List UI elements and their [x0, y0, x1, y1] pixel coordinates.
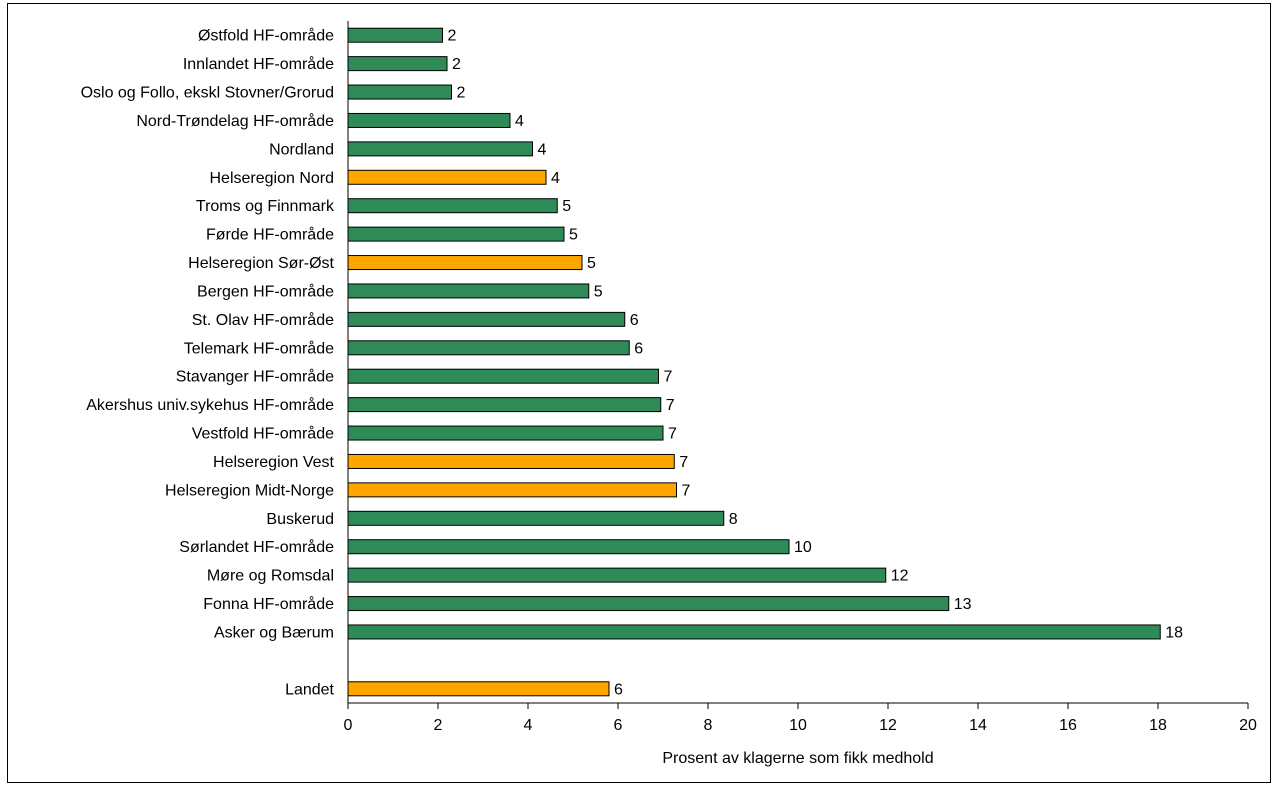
data-label: 5	[594, 283, 603, 300]
bar	[347, 453, 675, 469]
data-label: 18	[1165, 624, 1183, 641]
bar	[347, 56, 448, 72]
data-label: 4	[538, 141, 547, 158]
data-label: 2	[452, 56, 461, 73]
data-label: 7	[666, 397, 675, 414]
x-tick-label: 14	[969, 717, 987, 734]
category-label: Vestfold HF-område	[192, 425, 334, 443]
x-tick-label: 2	[434, 717, 443, 734]
bar	[347, 141, 533, 157]
category-label: Bergen HF-område	[197, 282, 334, 300]
data-label: 6	[614, 681, 623, 698]
category-label: Østfold HF-område	[198, 27, 334, 45]
category-label: Nord-Trøndelag HF-område	[136, 112, 334, 130]
data-label: 4	[515, 113, 524, 130]
x-axis-title: Prosent av klagerne som fikk medhold	[662, 750, 933, 767]
category-label: Stavanger HF-område	[176, 368, 334, 386]
data-label: 7	[679, 454, 688, 471]
category-label: Asker og Bærum	[214, 624, 334, 641]
bar	[347, 84, 452, 100]
bar	[347, 340, 630, 356]
bar	[347, 596, 950, 612]
bar	[347, 425, 664, 441]
bar	[347, 311, 626, 327]
data-label: 12	[891, 568, 909, 585]
category-label: Landet	[285, 681, 334, 698]
x-tick-label: 12	[879, 717, 897, 734]
x-tick-label: 0	[344, 717, 353, 734]
data-label: 5	[587, 255, 596, 272]
data-label: 13	[954, 596, 972, 613]
data-label: 5	[569, 227, 578, 244]
data-label: 5	[562, 198, 571, 215]
chart-frame: Østfold HF-område Innlandet HF-område Oslo…	[7, 3, 1271, 783]
bar	[347, 539, 790, 555]
x-tick-label: 6	[614, 717, 623, 734]
bar-chart: Østfold HF-område Innlandet HF-område Oslo…	[81, 21, 1257, 767]
bar	[347, 510, 725, 526]
category-label: Møre og Romsdal	[207, 568, 334, 585]
category-label: Fonna HF-område	[203, 595, 334, 613]
category-label: Helseregion Vest	[213, 454, 335, 471]
bar	[347, 482, 677, 498]
category-label: Førde HF-område	[206, 226, 334, 244]
data-label: 6	[630, 312, 639, 329]
category-label: Nordland	[269, 141, 334, 158]
x-tick-label: 4	[524, 717, 533, 734]
category-label: Innlandet HF-område	[183, 55, 334, 73]
bar	[347, 226, 565, 242]
data-label: 7	[664, 369, 673, 386]
bar	[347, 112, 511, 128]
category-label: Sørlandet HF-område	[179, 538, 334, 556]
bar	[347, 198, 558, 214]
category-label: Helseregion Sør-Øst	[188, 255, 334, 272]
bar	[347, 681, 610, 697]
bars-group	[347, 27, 1161, 697]
data-label: 7	[668, 426, 677, 443]
x-tick-label: 20	[1239, 717, 1257, 734]
x-tick-label: 8	[704, 717, 713, 734]
data-label: 10	[794, 539, 812, 556]
bar	[347, 567, 887, 583]
category-labels: Østfold HF-område Innlandet HF-område Oslo…	[81, 27, 335, 699]
x-tick-label: 18	[1149, 717, 1167, 734]
category-label: Oslo og Follo, ekskl Stovner/Grorud	[81, 85, 334, 102]
x-tick-label: 10	[789, 717, 807, 734]
category-label: Troms og Finnmark	[196, 198, 335, 215]
data-label: 2	[457, 85, 466, 102]
data-label: 8	[729, 511, 738, 528]
x-ticks: 0 2 4 6 8 10 12 14 16 18 20	[344, 703, 1257, 734]
bar	[347, 169, 547, 185]
bar	[347, 255, 583, 271]
bar	[347, 283, 590, 299]
bar	[347, 368, 659, 384]
data-label: 4	[551, 170, 560, 187]
x-tick-label: 16	[1059, 717, 1077, 734]
category-label: Buskerud	[266, 511, 334, 528]
bar	[347, 624, 1161, 640]
category-label: Helseregion Nord	[209, 170, 334, 187]
category-label: Telemark HF-område	[184, 339, 334, 357]
data-label: 2	[448, 28, 457, 45]
data-label: 6	[634, 340, 643, 357]
bar	[347, 397, 662, 413]
bar	[347, 27, 443, 43]
data-label: 7	[682, 482, 691, 499]
category-label: Helseregion Midt-Norge	[165, 482, 334, 499]
category-label: Akershus univ.sykehus HF-område	[86, 396, 334, 414]
category-label: St. Olav HF-område	[192, 311, 334, 329]
